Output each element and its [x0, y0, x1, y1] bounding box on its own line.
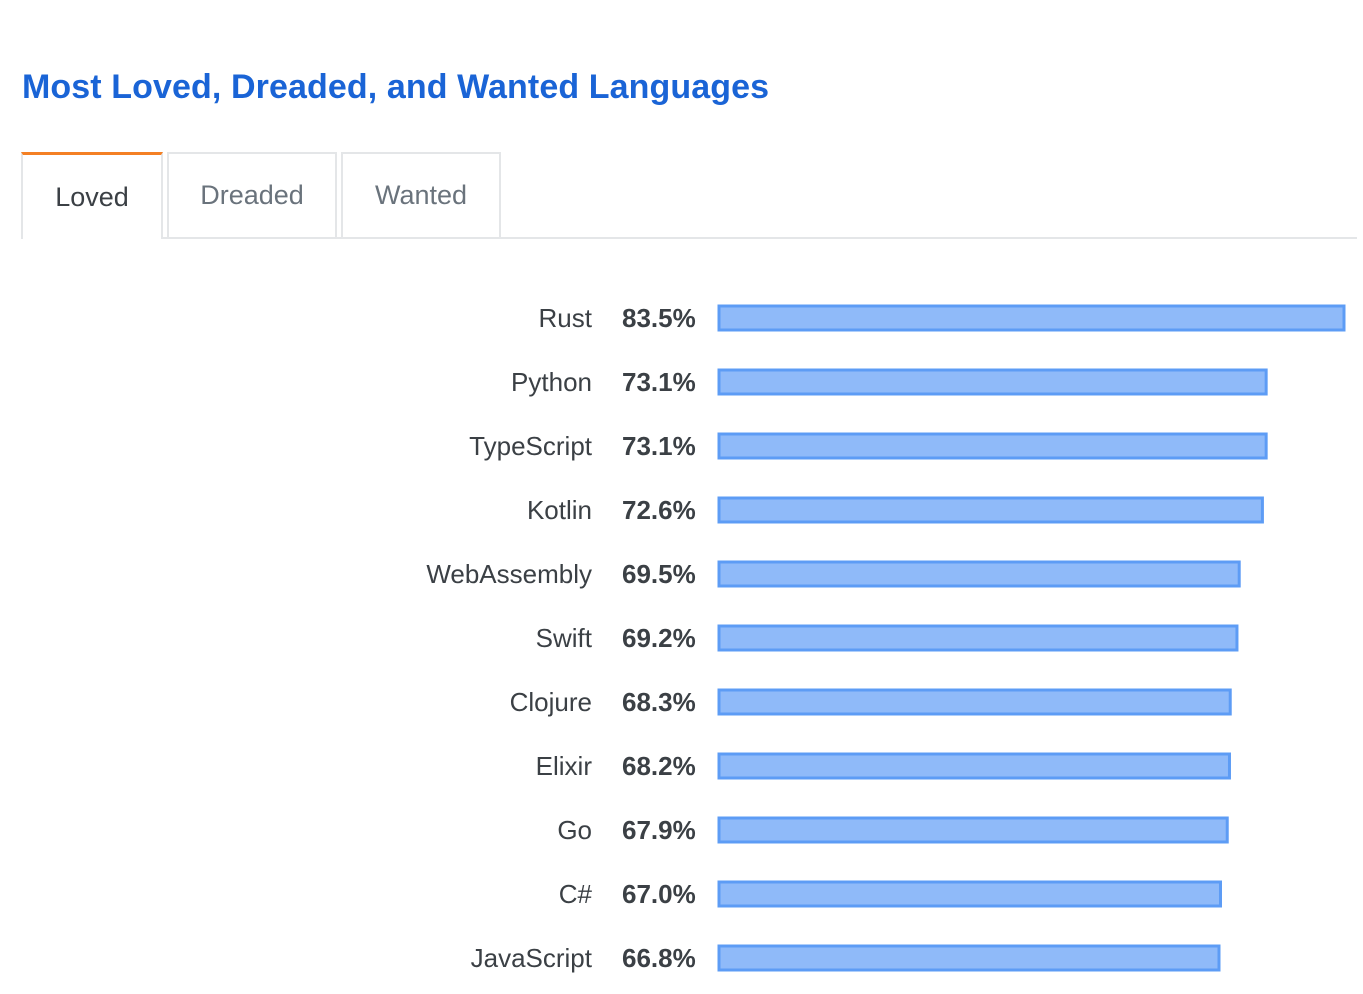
- bar-typescript: [717, 432, 1268, 460]
- category-label-csharp: C#: [559, 879, 593, 909]
- value-label-go: 67.9%: [622, 815, 696, 845]
- category-label-elixir: Elixir: [536, 751, 593, 781]
- bar-elixir: [717, 752, 1231, 780]
- tab-wanted[interactable]: Wanted: [341, 152, 501, 237]
- bar-rust: [717, 304, 1346, 332]
- value-label-kotlin: 72.6%: [622, 495, 696, 525]
- bar-python: [717, 368, 1268, 396]
- value-label-swift: 69.2%: [622, 623, 696, 653]
- bar-go: [717, 816, 1229, 844]
- value-label-python: 73.1%: [622, 367, 696, 397]
- tab-bar: Loved Dreaded Wanted: [21, 152, 1357, 239]
- value-label-typescript: 73.1%: [622, 431, 696, 461]
- category-label-typescript: TypeScript: [469, 431, 593, 461]
- category-label-rust: Rust: [539, 303, 593, 333]
- value-label-clojure: 68.3%: [622, 687, 696, 717]
- category-label-clojure: Clojure: [510, 687, 592, 717]
- category-label-kotlin: Kotlin: [527, 495, 592, 525]
- bar-csharp: [717, 880, 1222, 908]
- bar-clojure: [717, 688, 1232, 716]
- value-label-csharp: 67.0%: [622, 879, 696, 909]
- value-label-elixir: 68.2%: [622, 751, 696, 781]
- value-label-rust: 83.5%: [622, 303, 696, 333]
- category-label-python: Python: [511, 367, 592, 397]
- tab-dreaded[interactable]: Dreaded: [167, 152, 337, 237]
- bar-swift: [717, 624, 1239, 652]
- category-label-javascript: JavaScript: [471, 943, 593, 973]
- category-label-webassembly: WebAssembly: [426, 559, 592, 589]
- tab-loved[interactable]: Loved: [21, 152, 163, 239]
- bar-kotlin: [717, 496, 1264, 524]
- value-label-webassembly: 69.5%: [622, 559, 696, 589]
- category-label-swift: Swift: [536, 623, 593, 653]
- bar-javascript: [717, 944, 1221, 972]
- category-label-go: Go: [557, 815, 592, 845]
- bar-webassembly: [717, 560, 1241, 588]
- value-label-javascript: 66.8%: [622, 943, 696, 973]
- page-title: Most Loved, Dreaded, and Wanted Language…: [22, 68, 770, 106]
